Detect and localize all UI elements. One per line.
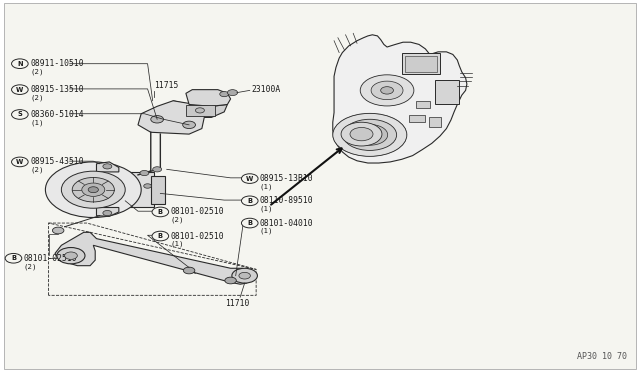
Text: (2): (2): [30, 167, 44, 173]
FancyBboxPatch shape: [151, 176, 165, 204]
Circle shape: [195, 108, 204, 113]
Text: 08101-02510: 08101-02510: [171, 208, 224, 217]
Text: (2): (2): [24, 263, 37, 270]
Circle shape: [352, 125, 388, 145]
Text: 08915-13B10: 08915-13B10: [260, 174, 314, 183]
Circle shape: [227, 90, 237, 96]
Text: N: N: [17, 61, 22, 67]
Text: B: B: [158, 233, 163, 239]
Circle shape: [103, 164, 112, 169]
Text: (1): (1): [30, 119, 44, 126]
Circle shape: [220, 92, 228, 97]
Polygon shape: [97, 162, 119, 172]
Circle shape: [5, 253, 22, 263]
Circle shape: [182, 121, 195, 129]
Circle shape: [341, 122, 382, 146]
Text: S: S: [17, 112, 22, 118]
Circle shape: [225, 277, 236, 284]
Text: (1): (1): [171, 241, 184, 247]
Polygon shape: [333, 35, 467, 163]
Text: B: B: [158, 209, 163, 215]
Text: 08915-13510: 08915-13510: [30, 85, 84, 94]
Text: (2): (2): [30, 94, 44, 101]
Text: B: B: [247, 220, 252, 226]
Circle shape: [65, 252, 77, 259]
Text: B: B: [247, 198, 252, 204]
Circle shape: [82, 183, 105, 196]
Circle shape: [45, 162, 141, 218]
Circle shape: [88, 187, 99, 193]
FancyBboxPatch shape: [435, 80, 460, 105]
Polygon shape: [173, 101, 227, 118]
Circle shape: [343, 119, 397, 150]
Text: 08915-43510: 08915-43510: [30, 157, 84, 166]
Circle shape: [239, 272, 250, 279]
Text: 08101-02510: 08101-02510: [24, 254, 77, 263]
Text: 11715: 11715: [154, 81, 179, 90]
Text: W: W: [16, 159, 24, 165]
Circle shape: [365, 132, 374, 137]
Circle shape: [360, 75, 414, 106]
Text: W: W: [16, 87, 24, 93]
Circle shape: [183, 267, 195, 274]
FancyBboxPatch shape: [429, 118, 442, 127]
Circle shape: [350, 128, 373, 141]
FancyBboxPatch shape: [93, 172, 154, 208]
Text: 08101-04010: 08101-04010: [260, 219, 314, 228]
Text: 08101-02510: 08101-02510: [171, 231, 224, 241]
Circle shape: [152, 207, 169, 217]
Text: W: W: [246, 176, 253, 182]
Circle shape: [12, 110, 28, 119]
Circle shape: [61, 171, 125, 208]
Text: (2): (2): [171, 217, 184, 223]
Circle shape: [12, 59, 28, 68]
Circle shape: [144, 184, 152, 188]
Polygon shape: [138, 101, 205, 134]
Polygon shape: [55, 232, 250, 284]
Text: 23100A: 23100A: [251, 85, 280, 94]
FancyBboxPatch shape: [405, 55, 437, 72]
Circle shape: [232, 268, 257, 283]
FancyBboxPatch shape: [186, 105, 214, 116]
Circle shape: [381, 87, 394, 94]
Circle shape: [152, 231, 169, 241]
Circle shape: [140, 170, 149, 176]
Text: (1): (1): [260, 206, 273, 212]
Text: 08110-89510: 08110-89510: [260, 196, 314, 205]
Circle shape: [241, 196, 258, 206]
Circle shape: [57, 247, 85, 264]
Text: 08360-51014: 08360-51014: [30, 110, 84, 119]
Circle shape: [333, 113, 407, 156]
Text: (1): (1): [260, 228, 273, 234]
Circle shape: [360, 129, 380, 140]
Circle shape: [371, 81, 403, 100]
FancyBboxPatch shape: [410, 115, 426, 122]
Text: 08911-10510: 08911-10510: [30, 59, 84, 68]
Circle shape: [12, 157, 28, 167]
Circle shape: [153, 167, 162, 172]
Text: (1): (1): [260, 183, 273, 190]
FancyBboxPatch shape: [4, 3, 636, 369]
Text: AP30 10 70: AP30 10 70: [577, 352, 627, 361]
Text: (2): (2): [30, 68, 44, 75]
Circle shape: [241, 174, 258, 183]
Polygon shape: [97, 208, 119, 217]
Circle shape: [72, 177, 115, 202]
FancyBboxPatch shape: [402, 52, 440, 74]
Circle shape: [103, 211, 112, 216]
FancyBboxPatch shape: [416, 101, 430, 108]
Text: 11710: 11710: [225, 299, 249, 308]
Circle shape: [52, 227, 64, 234]
Polygon shape: [186, 90, 230, 106]
Circle shape: [241, 218, 258, 228]
Text: B: B: [11, 255, 16, 261]
Circle shape: [151, 116, 164, 123]
Circle shape: [12, 85, 28, 94]
